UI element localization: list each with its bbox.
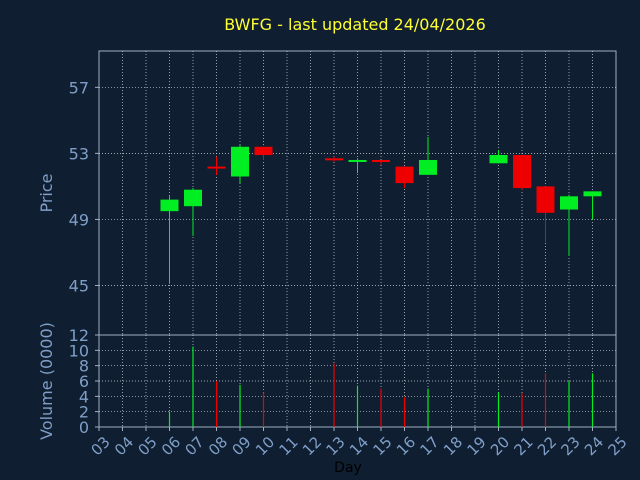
price-tick-label: 53	[69, 144, 89, 163]
candle	[583, 191, 602, 220]
candle	[348, 158, 367, 174]
price-tick-label: 45	[69, 276, 89, 295]
candle	[207, 156, 226, 175]
candle-body	[489, 155, 508, 164]
volume-tick-label: 10	[69, 341, 89, 360]
price-y-ticks: 45 49 53 57	[69, 78, 99, 295]
candle-body	[160, 199, 179, 212]
volume-bars	[168, 346, 594, 427]
candle-body	[395, 166, 414, 184]
price-grid	[99, 51, 616, 335]
candle-body	[207, 166, 226, 169]
x-axis-label: Day	[334, 460, 362, 476]
candle-body	[560, 196, 578, 210]
candle	[560, 194, 578, 256]
volume-tick-label: 12	[69, 326, 89, 345]
candle	[184, 188, 202, 236]
volume-tick-label: 8	[79, 357, 89, 376]
volume-axis-label: Volume (0000)	[37, 322, 56, 440]
candles	[160, 136, 602, 284]
price-panel: 45 49 53 57 Price	[37, 50, 617, 336]
candle	[254, 146, 273, 160]
candle	[395, 166, 414, 189]
candle-body	[254, 146, 273, 156]
candle-body	[513, 155, 531, 189]
candle	[231, 145, 249, 184]
candle-body	[583, 191, 602, 197]
volume-tick-label: 0	[79, 418, 89, 437]
volume-tick-label: 2	[79, 403, 89, 422]
candle	[160, 196, 179, 284]
candle	[536, 186, 555, 243]
candle-body	[231, 146, 249, 177]
candle	[419, 136, 437, 175]
candle-body	[184, 189, 202, 207]
volume-tick-label: 6	[79, 372, 89, 391]
chart-title: BWFG - last updated 24/04/2026	[224, 15, 486, 34]
candle-body	[348, 159, 367, 162]
candle	[489, 150, 508, 164]
price-axis-label: Price	[37, 173, 56, 212]
price-tick-label: 49	[69, 210, 89, 229]
candle-body	[372, 159, 390, 162]
price-tick-label: 57	[69, 78, 89, 97]
volume-tick-label: 4	[79, 387, 89, 406]
candle	[372, 159, 390, 165]
candle-body	[536, 186, 555, 213]
candle	[513, 155, 531, 190]
candle-body	[325, 158, 343, 161]
candle-body	[419, 159, 437, 175]
candle	[325, 156, 343, 162]
